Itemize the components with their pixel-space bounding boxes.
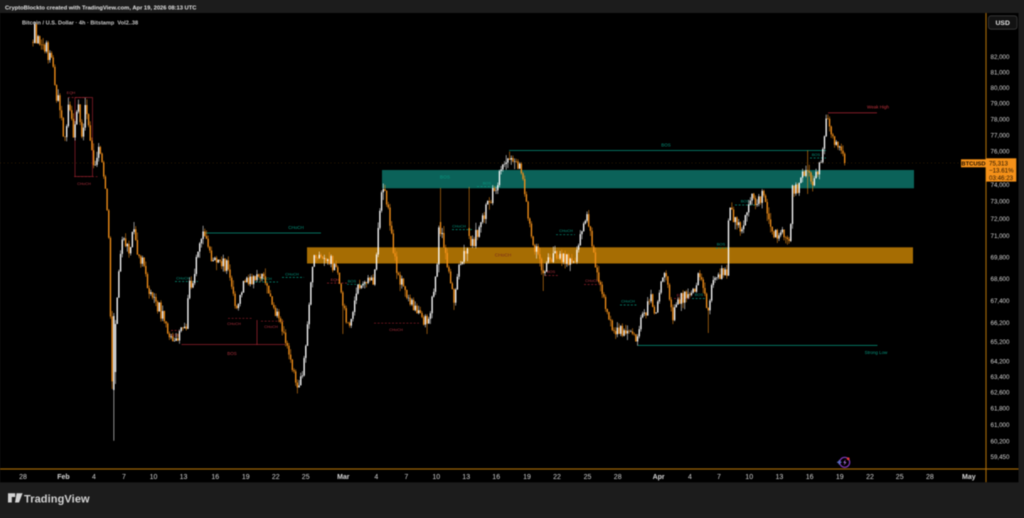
svg-text:79,000: 79,000 xyxy=(991,101,1010,108)
svg-text:65,200: 65,200 xyxy=(991,339,1010,346)
svg-text:BOS: BOS xyxy=(171,333,180,338)
svg-text:74,000: 74,000 xyxy=(991,182,1010,189)
svg-text:CHoCH: CHoCH xyxy=(495,253,512,259)
svg-text:4: 4 xyxy=(374,474,378,481)
svg-text:Mar: Mar xyxy=(337,474,350,481)
svg-text:16: 16 xyxy=(492,474,500,481)
svg-text:CHoCH: CHoCH xyxy=(288,225,304,230)
svg-text:EQH: EQH xyxy=(67,90,76,95)
svg-text:−13.61%: −13.61% xyxy=(989,168,1014,175)
svg-text:63,400: 63,400 xyxy=(991,374,1010,381)
svg-text:78,000: 78,000 xyxy=(991,116,1010,123)
svg-text:28: 28 xyxy=(926,474,934,481)
svg-text:BOS: BOS xyxy=(695,292,704,297)
svg-text:66,200: 66,200 xyxy=(991,320,1010,327)
svg-text:67,400: 67,400 xyxy=(991,298,1010,305)
svg-text:22: 22 xyxy=(866,474,874,481)
svg-text:Strong Low: Strong Low xyxy=(865,350,889,355)
svg-text:28: 28 xyxy=(614,474,622,481)
svg-text:CHoCH: CHoCH xyxy=(176,276,190,281)
svg-text:25: 25 xyxy=(302,474,310,481)
svg-text:CHoCH: CHoCH xyxy=(264,324,278,329)
svg-text:68,600: 68,600 xyxy=(991,276,1010,283)
svg-text:03:46:23: 03:46:23 xyxy=(989,175,1014,182)
svg-text:EQH: EQH xyxy=(331,277,340,282)
svg-text:Apr: Apr xyxy=(653,474,665,481)
svg-text:19: 19 xyxy=(836,474,844,481)
svg-text:CHoCH: CHoCH xyxy=(227,321,241,326)
svg-text:10: 10 xyxy=(745,474,753,481)
svg-text:76,000: 76,000 xyxy=(991,149,1010,156)
svg-text:19: 19 xyxy=(242,474,250,481)
svg-text:10: 10 xyxy=(432,474,440,481)
svg-text:72,000: 72,000 xyxy=(991,216,1010,223)
svg-text:Feb: Feb xyxy=(57,474,69,481)
svg-text:BOS: BOS xyxy=(440,175,450,181)
svg-text:80,000: 80,000 xyxy=(991,85,1010,92)
svg-text:61,800: 61,800 xyxy=(991,406,1010,413)
svg-text:BOS: BOS xyxy=(741,199,750,204)
svg-text:19: 19 xyxy=(523,474,531,481)
svg-text:TradingView: TradingView xyxy=(24,494,90,506)
svg-text:60,200: 60,200 xyxy=(991,438,1010,445)
svg-text:28: 28 xyxy=(19,474,27,481)
svg-text:13: 13 xyxy=(776,474,784,481)
svg-text:25: 25 xyxy=(584,474,592,481)
svg-text:75,313: 75,313 xyxy=(989,160,1008,167)
svg-text:4: 4 xyxy=(688,474,692,481)
svg-text:16: 16 xyxy=(806,474,814,481)
svg-text:CHoCH: CHoCH xyxy=(621,299,635,304)
svg-text:BOS: BOS xyxy=(812,152,821,157)
svg-text:CHoCH: CHoCH xyxy=(77,181,91,186)
svg-text:71,000: 71,000 xyxy=(991,233,1010,240)
svg-text:64,200: 64,200 xyxy=(991,358,1010,365)
svg-text:CryptoBlockto created with Tra: CryptoBlockto created with TradingView.c… xyxy=(5,6,197,12)
svg-text:CHoCH: CHoCH xyxy=(389,327,403,332)
svg-text:25: 25 xyxy=(896,474,904,481)
svg-text:CHoCH: CHoCH xyxy=(285,271,299,276)
svg-text:13: 13 xyxy=(462,474,470,481)
svg-text:16: 16 xyxy=(211,474,219,481)
svg-text:7: 7 xyxy=(122,474,126,481)
svg-text:73,000: 73,000 xyxy=(991,199,1010,206)
svg-text:CHoCH: CHoCH xyxy=(585,278,599,283)
svg-text:22: 22 xyxy=(272,474,280,481)
svg-text:13: 13 xyxy=(180,474,188,481)
svg-text:BOS: BOS xyxy=(717,242,726,247)
svg-text:61,000: 61,000 xyxy=(991,422,1010,429)
svg-text:CHoCH: CHoCH xyxy=(452,224,466,229)
svg-text:BOS: BOS xyxy=(661,143,671,148)
svg-text:USD: USD xyxy=(996,20,1010,27)
svg-text:69,800: 69,800 xyxy=(991,254,1010,261)
svg-text:BOS: BOS xyxy=(483,181,492,186)
svg-text:62,600: 62,600 xyxy=(991,390,1010,397)
svg-text:BTCUSD: BTCUSD xyxy=(961,161,985,167)
svg-text:7: 7 xyxy=(717,474,721,481)
svg-text:81,000: 81,000 xyxy=(991,70,1010,77)
svg-text:May: May xyxy=(962,474,976,481)
svg-text:59,450: 59,450 xyxy=(991,454,1010,461)
svg-text:BOS: BOS xyxy=(227,351,237,356)
svg-text:BOS: BOS xyxy=(348,278,357,283)
svg-text:82,000: 82,000 xyxy=(991,54,1010,61)
svg-text:Bitcoin / U.S. Dollar · 4h · B: Bitcoin / U.S. Dollar · 4h · Bitstamp Vo… xyxy=(22,21,138,27)
svg-text:77,000: 77,000 xyxy=(991,132,1010,139)
svg-text:22: 22 xyxy=(553,474,561,481)
svg-text:BOS: BOS xyxy=(547,269,556,274)
svg-text:10: 10 xyxy=(150,474,158,481)
svg-text:CHoCH: CHoCH xyxy=(559,228,573,233)
svg-text:4: 4 xyxy=(92,474,96,481)
svg-text:7: 7 xyxy=(404,474,408,481)
svg-text:Weak High: Weak High xyxy=(867,105,889,110)
